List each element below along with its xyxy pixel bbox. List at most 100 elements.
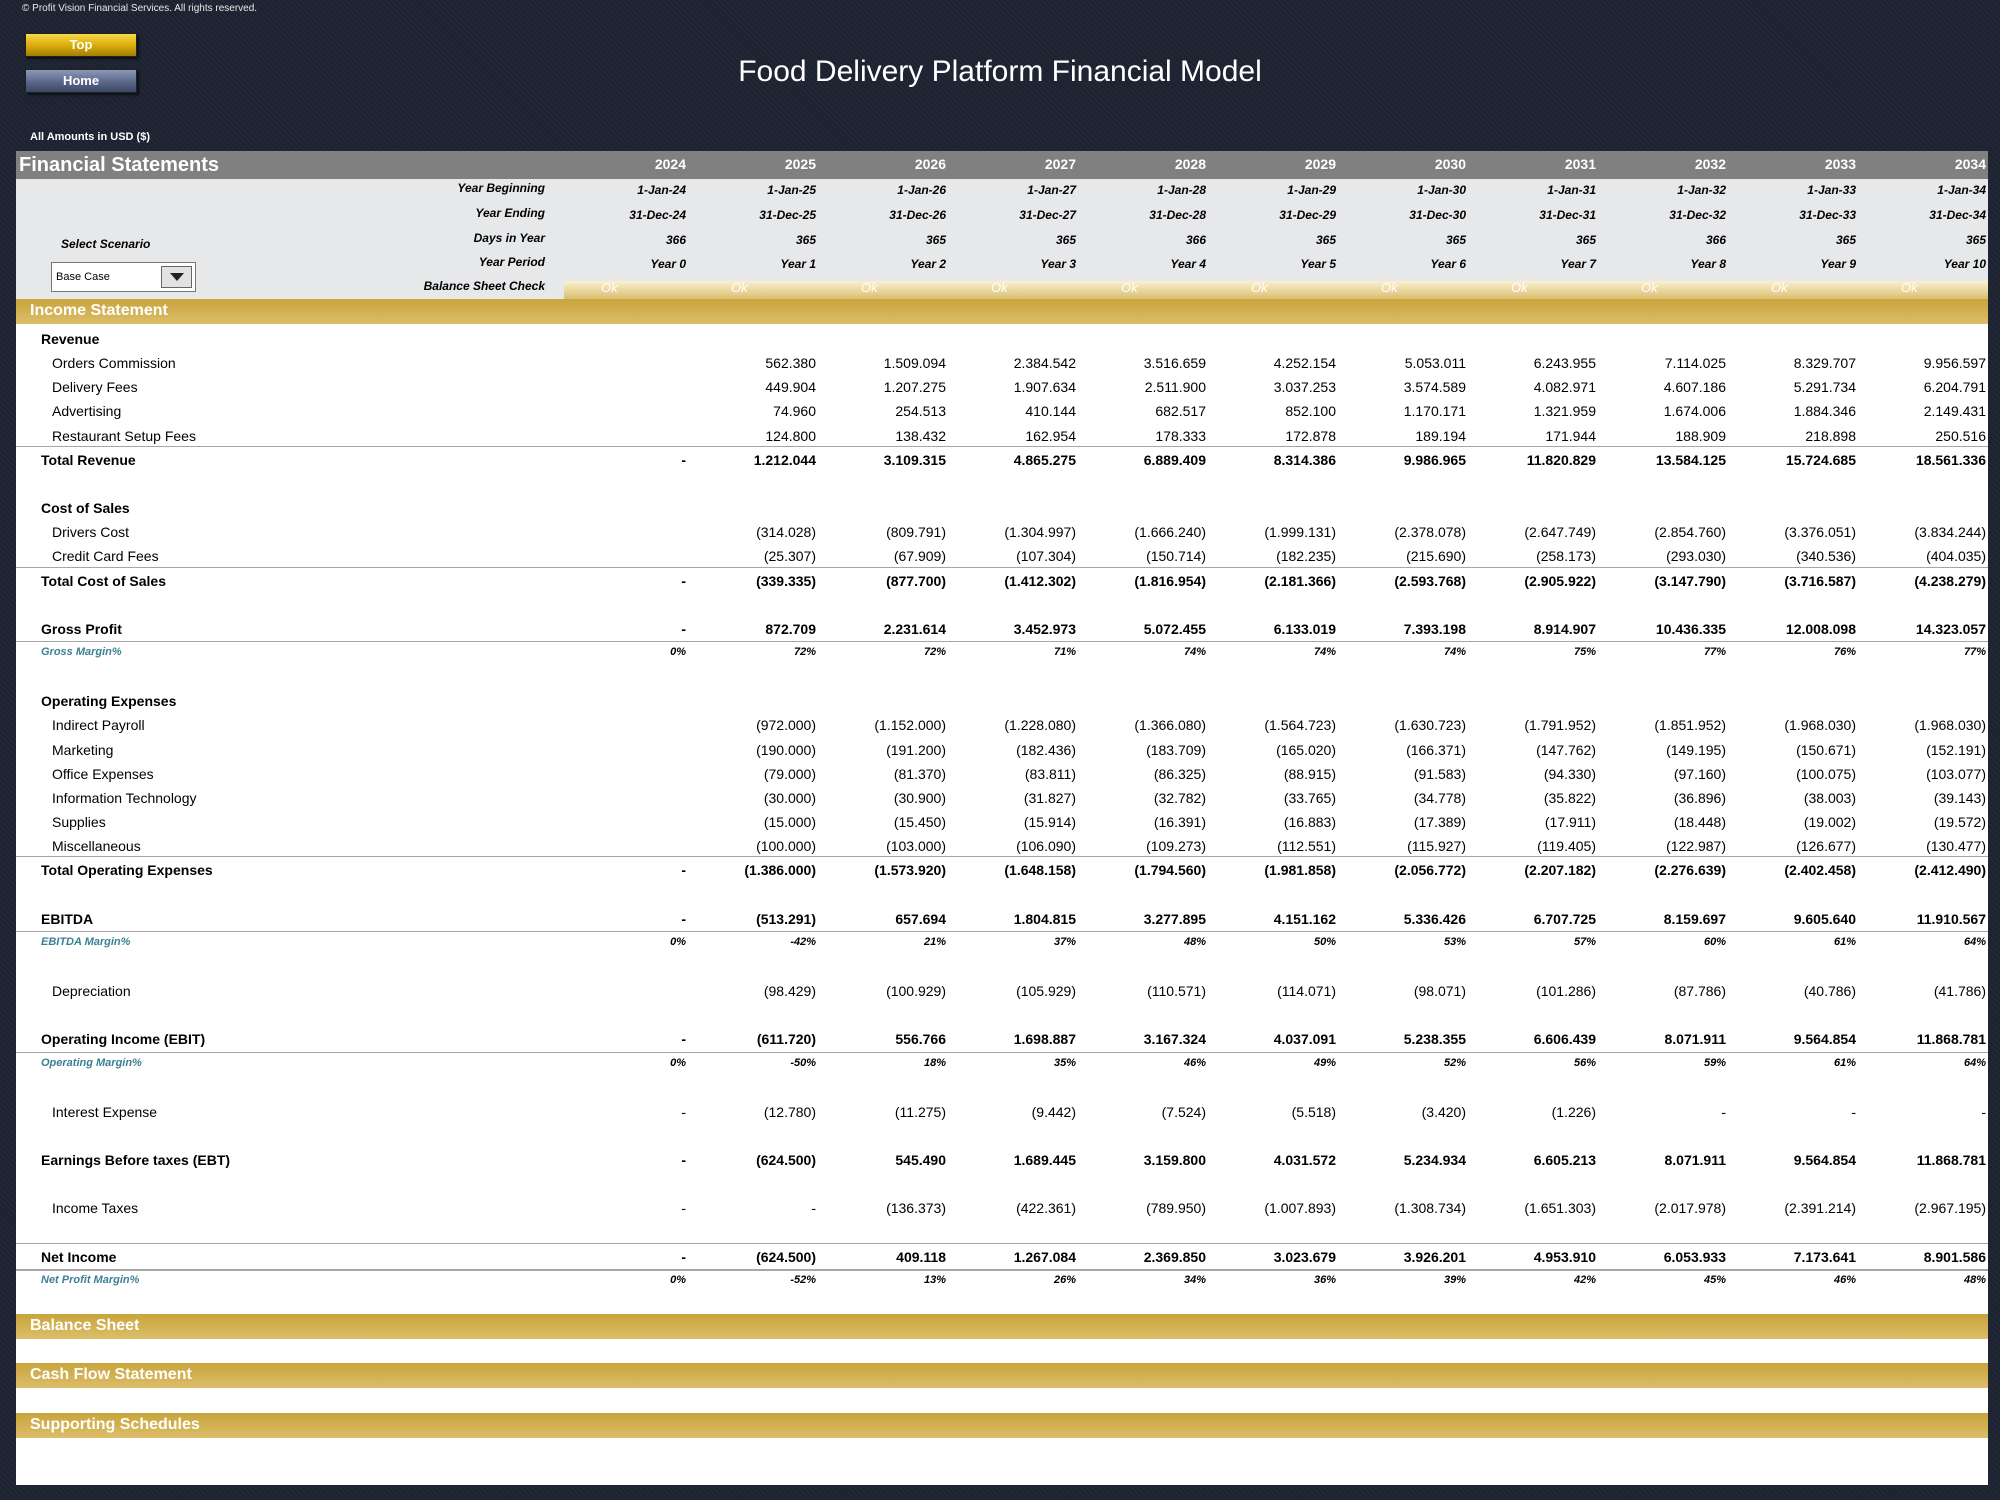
year-ending-cell: 31-Dec-32 (1669, 208, 1726, 222)
row-value: (339.335) (756, 573, 816, 589)
row-value: 57% (1573, 936, 1596, 948)
section-income-statement[interactable]: Income Statement (16, 299, 1988, 324)
row-value: (32.782) (1153, 790, 1206, 806)
year-period-cell: Year 5 (1300, 257, 1336, 271)
row-value: 4.953.910 (1533, 1249, 1596, 1265)
row-value: (513.291) (756, 911, 816, 927)
row-value: (1.968.030) (1914, 717, 1986, 733)
days-in-year-cell: 366 (665, 233, 686, 247)
row-value: - (681, 1031, 686, 1047)
row-value: -52% (790, 1274, 816, 1286)
row-value: (611.720) (756, 1031, 816, 1047)
row-label: Revenue (41, 331, 100, 347)
row-value: (105.929) (1016, 983, 1076, 999)
row-value: 61% (1833, 936, 1856, 948)
row-label: Restaurant Setup Fees (52, 428, 196, 444)
row-value: 71% (1053, 646, 1076, 658)
subtotal-divider (16, 931, 1988, 932)
row-value: (16.391) (1153, 814, 1206, 830)
row-value: 34% (1183, 1274, 1206, 1286)
net-top-divider (16, 1243, 1988, 1244)
year-ending-cell: 31-Dec-30 (1409, 208, 1466, 222)
row-value: 77% (1963, 646, 1986, 658)
section-balance-sheet[interactable]: Balance Sheet (16, 1314, 1988, 1339)
row-value: (67.909) (893, 548, 946, 564)
row-value: 50% (1313, 936, 1336, 948)
year-ending-cell: 31-Dec-28 (1149, 208, 1206, 222)
row-value: 46% (1183, 1057, 1206, 1069)
year-period-cell: Year 0 (650, 257, 686, 271)
row-value: (35.822) (1543, 790, 1596, 806)
year-ending-cell: 31-Dec-27 (1019, 208, 1076, 222)
row-value: (1.226) (1551, 1104, 1596, 1120)
row-value: (17.911) (1544, 814, 1596, 830)
row-value: (2.854.760) (1654, 524, 1726, 540)
row-label: Gross Profit (41, 621, 122, 637)
row-value: 8.071.911 (1664, 1031, 1726, 1047)
balance-check-cell: Ok (861, 280, 878, 295)
scenario-dropdown[interactable]: Base Case (51, 262, 196, 292)
row-value: 1.212.044 (753, 452, 816, 468)
row-value: (103.077) (1926, 766, 1986, 782)
row-value: 39% (1443, 1274, 1466, 1286)
row-value: 3.574.589 (1403, 379, 1466, 395)
row-value: (87.786) (1673, 983, 1726, 999)
row-value: 8.329.707 (1793, 355, 1856, 371)
row-value: (115.927) (1407, 838, 1466, 854)
row-value: 409.118 (896, 1249, 946, 1265)
row-value: 74% (1183, 646, 1206, 658)
year-header: 2027 (1044, 156, 1076, 172)
row-value: (1.228.080) (1004, 717, 1076, 733)
row-value: 11.868.781 (1916, 1152, 1986, 1168)
balance-check-cell: Ok (1771, 280, 1788, 295)
row-value: (107.304) (1016, 548, 1076, 564)
row-label: Gross Margin% (41, 646, 122, 658)
year-period-cell: Year 4 (1170, 257, 1206, 271)
section-title: Balance Sheet (30, 1317, 140, 1334)
row-value: (9.442) (1031, 1104, 1076, 1120)
home-button[interactable]: Home (25, 69, 137, 93)
row-label: EBITDA Margin% (41, 936, 131, 948)
year-period-cell: Year 7 (1560, 257, 1596, 271)
row-value: (1.666.240) (1134, 524, 1206, 540)
row-value: (126.677) (1796, 838, 1856, 854)
row-value: (1.007.893) (1264, 1200, 1336, 1216)
row-value: 52% (1443, 1057, 1466, 1069)
year-period-cell: Year 8 (1690, 257, 1726, 271)
row-value: (112.551) (1277, 838, 1336, 854)
year-beginning-cell: 1-Jan-29 (1287, 183, 1336, 197)
chevron-down-icon[interactable] (161, 266, 192, 288)
row-value: 172.878 (1285, 428, 1336, 444)
page-title: Food Delivery Platform Financial Model (738, 55, 1262, 88)
row-value: (114.071) (1277, 983, 1336, 999)
statements-header-bar: Financial Statements (16, 151, 1988, 179)
section-supporting-schedules[interactable]: Supporting Schedules (16, 1413, 1988, 1438)
row-value: 3.167.324 (1143, 1031, 1206, 1047)
year-beginning-cell: 1-Jan-25 (767, 183, 816, 197)
row-value: (1.981.858) (1264, 862, 1336, 878)
section-title: Cash Flow Statement (30, 1366, 192, 1383)
row-value: 556.766 (895, 1031, 946, 1047)
balance-check-cell: Ok (731, 280, 748, 295)
row-value: 72% (793, 646, 816, 658)
section-cash-flow-statement[interactable]: Cash Flow Statement (16, 1363, 1988, 1388)
row-value: 45% (1703, 1274, 1726, 1286)
top-button[interactable]: Top (25, 33, 137, 57)
row-value: 0% (670, 1274, 686, 1286)
row-value: 138.432 (895, 428, 946, 444)
year-period-cell: Year 10 (1943, 257, 1986, 271)
days-in-year-cell: 365 (925, 233, 946, 247)
row-value: (404.035) (1926, 548, 1986, 564)
row-value: (130.477) (1926, 838, 1986, 854)
year-header: 2029 (1304, 156, 1336, 172)
year-ending-cell: 31-Dec-34 (1929, 208, 1986, 222)
year-beginning-cell: 1-Jan-26 (897, 183, 946, 197)
row-value: 6.606.439 (1533, 1031, 1596, 1047)
row-value: (110.571) (1147, 983, 1206, 999)
row-value: 64% (1963, 1057, 1986, 1069)
row-value: (2.967.195) (1914, 1200, 1986, 1216)
scenario-value: Base Case (56, 271, 110, 283)
row-value: 61% (1833, 1057, 1856, 1069)
row-value: (97.160) (1673, 766, 1726, 782)
row-value: 2.511.900 (1144, 379, 1206, 395)
